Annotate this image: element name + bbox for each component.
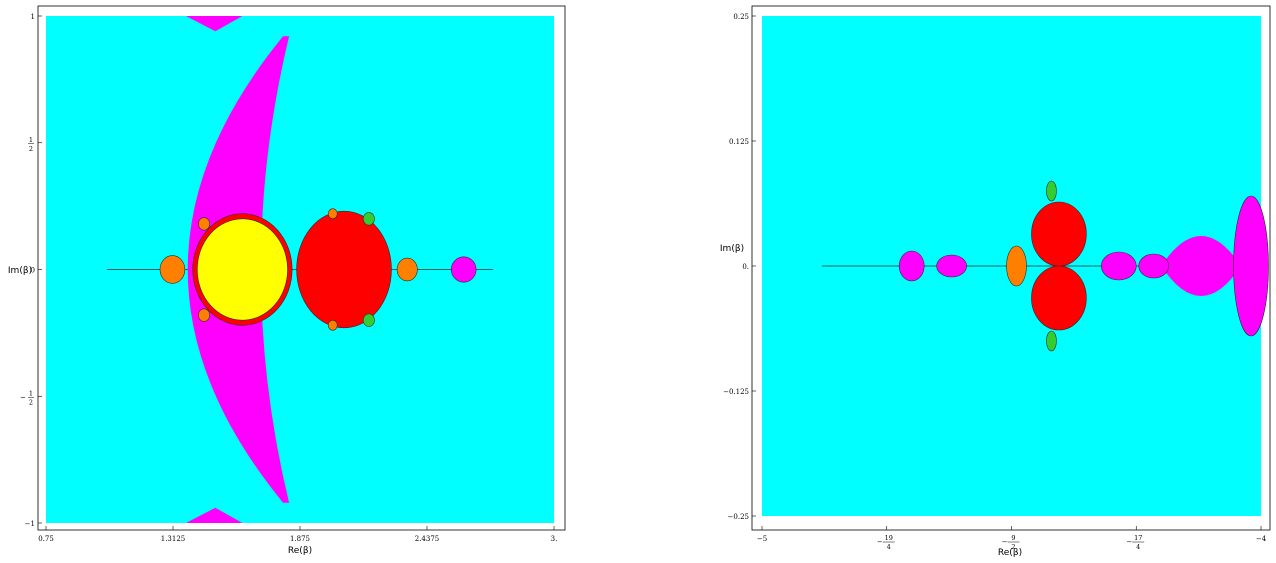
orange-bulb [159,255,186,284]
magenta-bulb [1101,251,1137,281]
y-tick-label: 1 [31,13,35,21]
orange-bulb [327,208,338,220]
green-bulb [362,212,375,226]
orange-bulb [1006,245,1027,287]
orange-bulb [396,257,418,282]
x-tick-label: 2.4375 [415,535,440,543]
x-tick-label: 1.875 [290,535,310,543]
green-bulb [1046,180,1057,202]
magenta-spindle [1161,236,1242,296]
y-axis-label: Im(β) [720,244,744,254]
orange-bulb [198,308,210,322]
magenta-top-spike [185,16,243,32]
red-bulb [1031,201,1087,267]
y-tick-label: −1 [25,520,35,528]
y-axis-label: Im(β) [8,266,32,276]
y-tick-label: 0 [31,267,35,275]
orange-bulb [327,319,338,331]
y-tick-label: 0.25 [733,13,749,21]
y-tick-label: −0.125 [723,388,749,396]
y-tick-numerator: 1 [29,136,33,144]
x-tick-label: 1.3125 [161,535,186,543]
red-bulb [1031,265,1087,331]
y-tick-numerator: 1 [29,389,33,397]
magenta-bulb [936,254,967,278]
x-tick-label: − [1002,538,1008,546]
magenta-bottom-spike [185,507,243,523]
red-bulb [296,210,392,329]
green-bulb [1046,330,1057,352]
yellow-bulb [196,218,288,321]
orange-bulb [198,217,210,231]
x-axis-ticks: 0.75 1.3125 1.875 2.4375 3. [38,526,557,543]
x-axis-ticks: −5−194− 92− 174−4 [757,526,1267,551]
y-tick-label: −0.25 [728,513,749,521]
x-tick-denominator: 4 [887,543,891,551]
fractal-regions [106,16,494,523]
magenta-bulb [1233,195,1269,337]
y-tick-label: − [20,393,26,401]
magenta-bulb [450,256,477,283]
x-tick-label: 0.75 [38,535,54,543]
x-tick-denominator: 2 [1011,543,1015,551]
y-tick-label: 0. [742,263,749,271]
y-tick-label: 0.125 [729,138,749,146]
x-tick-label: 3. [551,535,558,543]
x-axis-label: Re(β) [998,548,1022,558]
plot-frame [751,5,1271,531]
x-tick-label: − [1126,538,1132,546]
x-tick-numerator: 17 [1134,534,1142,542]
y-axis-ticks: −0.25 −0.125 0. 0.125 0.25 [723,13,756,521]
x-tick-label: −4 [1256,535,1267,543]
y-tick-denominator: 2 [29,398,33,406]
plot-frame [37,5,566,531]
y-tick-denominator: 2 [29,145,33,153]
x-tick-denominator: 4 [1136,543,1140,551]
x-tick-numerator: 9 [1011,534,1015,542]
x-tick-label: −5 [757,535,767,543]
x-tick-label: − [877,538,883,546]
x-axis-label: Re(β) [288,546,312,556]
x-tick-numerator: 19 [885,534,893,542]
green-bulb [362,313,375,327]
magenta-bulb [1138,253,1169,279]
fractal-regions [821,180,1269,352]
magenta-bulb [898,250,925,282]
